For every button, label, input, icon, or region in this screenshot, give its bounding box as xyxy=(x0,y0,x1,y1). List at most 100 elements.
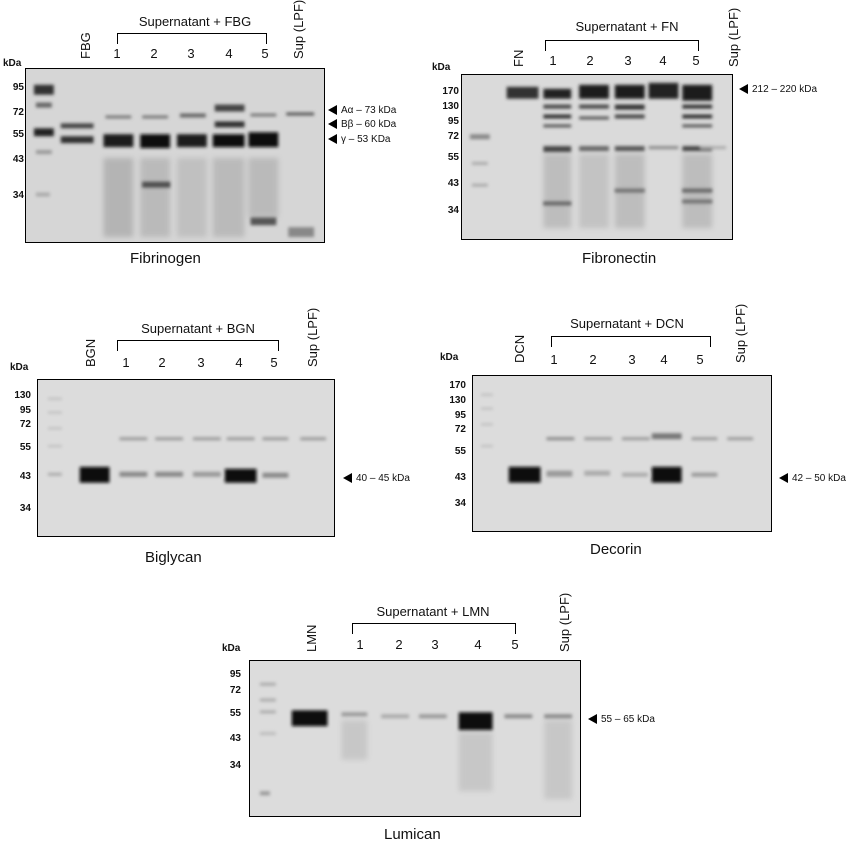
panel-caption: Fibrinogen xyxy=(130,250,201,267)
arrow-icon xyxy=(588,714,597,725)
band-annotation: γ – 53 KDa xyxy=(328,134,390,145)
lane-number: 2 xyxy=(158,355,166,370)
lane-number: 4 xyxy=(235,355,243,370)
lane-label-standard: FBG xyxy=(78,32,93,59)
lane-number: 2 xyxy=(395,637,403,652)
panel-caption: Fibronectin xyxy=(582,250,657,267)
arrow-icon xyxy=(779,473,788,484)
arrow-icon xyxy=(343,473,352,484)
lane-number: 1 xyxy=(356,637,364,652)
panel-caption: Lumican xyxy=(384,826,441,843)
lane-label-sup-lpf: Sup (LPF) xyxy=(733,303,748,363)
marker-label: 170 xyxy=(442,86,459,97)
kda-axis-label: kDa xyxy=(10,362,29,373)
lane-number: 3 xyxy=(628,352,636,367)
lane-label-sup-lpf: Sup (LPF) xyxy=(291,0,306,59)
marker-label: 130 xyxy=(449,395,466,406)
band-annotation: 55 – 65 kDa xyxy=(588,714,655,725)
band-annotation: 42 – 50 kDa xyxy=(779,473,846,484)
marker-label: 55 xyxy=(447,152,459,163)
kda-axis-label: kDa xyxy=(432,62,451,73)
lane-number: 4 xyxy=(474,637,482,652)
marker-label: 43 xyxy=(229,733,241,744)
marker-label: 43 xyxy=(447,178,459,189)
lane-number: 5 xyxy=(270,355,278,370)
marker-label: 43 xyxy=(12,154,24,165)
marker-label: 95 xyxy=(229,669,241,680)
group-label: Supernatant + FN xyxy=(575,19,679,34)
lane-number: 1 xyxy=(549,53,557,68)
lane-label-sup-lpf: Sup (LPF) xyxy=(557,592,572,652)
arrow-icon xyxy=(328,105,337,116)
biglycan-blot-image xyxy=(37,379,335,537)
arrow-icon xyxy=(739,84,748,95)
group-label: Supernatant + BGN xyxy=(141,321,255,336)
marker-label: 72 xyxy=(12,107,24,118)
panel-caption: Biglycan xyxy=(145,549,202,566)
marker-label: 34 xyxy=(12,190,24,201)
band-annotation: Bβ – 60 kDa xyxy=(328,119,396,130)
lane-number: 1 xyxy=(550,352,558,367)
lane-number: 4 xyxy=(660,352,668,367)
marker-label: 72 xyxy=(454,424,466,435)
lane-number: 4 xyxy=(225,46,233,61)
lane-number: 2 xyxy=(589,352,597,367)
band-annotation: 40 – 45 kDa xyxy=(343,473,410,484)
marker-label: 55 xyxy=(12,129,24,140)
fibronectin-blot-image xyxy=(461,74,733,240)
arrow-icon xyxy=(328,134,337,145)
fibrinogen-blot-image xyxy=(25,68,325,243)
group-label: Supernatant + DCN xyxy=(570,316,684,331)
panel-caption: Decorin xyxy=(590,541,642,558)
lane-bracket xyxy=(352,623,516,634)
lane-label-sup-lpf: Sup (LPF) xyxy=(305,307,320,367)
marker-label: 34 xyxy=(447,205,459,216)
marker-label: 72 xyxy=(229,685,241,696)
marker-label: 43 xyxy=(19,471,31,482)
lane-bracket xyxy=(545,40,699,51)
lane-number: 5 xyxy=(696,352,704,367)
lane-bracket xyxy=(551,336,711,347)
lane-label-standard: FN xyxy=(511,49,526,67)
marker-label: 95 xyxy=(454,410,466,421)
marker-label: 95 xyxy=(12,82,24,93)
lane-number: 5 xyxy=(511,637,519,652)
lane-number: 3 xyxy=(431,637,439,652)
marker-label: 55 xyxy=(454,446,466,457)
arrow-icon xyxy=(328,119,337,130)
lane-label-standard: BGN xyxy=(83,338,98,367)
lane-label-standard: DCN xyxy=(512,334,527,363)
lumican-blot-image xyxy=(249,660,581,817)
marker-label: 130 xyxy=(14,390,31,401)
kda-axis-label: kDa xyxy=(222,643,241,654)
group-label: Supernatant + FBG xyxy=(138,14,252,29)
marker-label: 43 xyxy=(454,472,466,483)
marker-label: 95 xyxy=(19,405,31,416)
marker-label: 34 xyxy=(19,503,31,514)
lane-number: 5 xyxy=(692,53,700,68)
band-annotation: Aα – 73 kDa xyxy=(328,105,396,116)
marker-label: 34 xyxy=(454,498,466,509)
lane-bracket xyxy=(117,340,279,351)
marker-label: 34 xyxy=(229,760,241,771)
marker-label: 55 xyxy=(229,708,241,719)
lane-number: 3 xyxy=(624,53,632,68)
lane-number: 3 xyxy=(187,46,195,61)
marker-label: 130 xyxy=(442,101,459,112)
marker-label: 72 xyxy=(19,419,31,430)
group-label: Supernatant + LMN xyxy=(376,604,490,619)
lane-label-standard: LMN xyxy=(304,624,319,652)
lane-bracket xyxy=(117,33,267,44)
marker-label: 72 xyxy=(447,131,459,142)
decorin-blot-image xyxy=(472,375,772,532)
marker-label: 55 xyxy=(19,442,31,453)
band-annotation: 212 – 220 kDa xyxy=(739,84,817,95)
lane-number: 1 xyxy=(113,46,121,61)
lane-number: 3 xyxy=(197,355,205,370)
lane-number: 1 xyxy=(122,355,130,370)
lane-number: 4 xyxy=(659,53,667,68)
kda-axis-label: kDa xyxy=(440,352,459,363)
kda-axis-label: kDa xyxy=(3,58,22,69)
marker-label: 95 xyxy=(447,116,459,127)
lane-number: 2 xyxy=(586,53,594,68)
